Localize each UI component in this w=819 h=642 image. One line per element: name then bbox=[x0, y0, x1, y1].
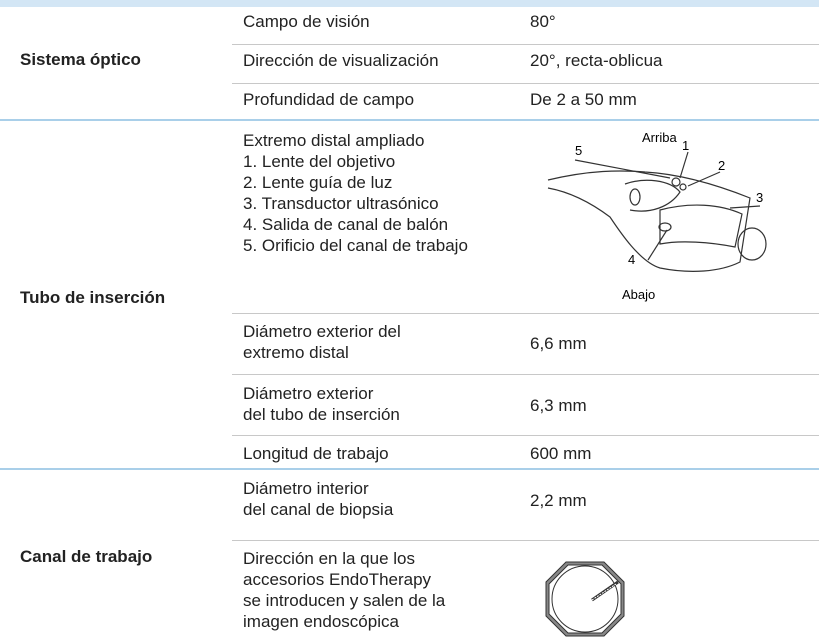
callout: 2 bbox=[718, 158, 725, 173]
value: 6,6 mm bbox=[530, 334, 587, 353]
row-line bbox=[232, 44, 819, 45]
parameter: Profundidad de campo bbox=[243, 90, 415, 109]
parameter: Dirección de visualización bbox=[243, 51, 439, 70]
parameter: Diámetro exterior del tubo de inserción bbox=[243, 384, 400, 424]
top-band bbox=[0, 0, 819, 7]
parameter: Longitud de trabajo bbox=[243, 444, 389, 463]
value: 20°, recta-oblicua bbox=[530, 51, 663, 70]
endoscopic-image-figure bbox=[545, 561, 625, 637]
parameter: Campo de visión bbox=[243, 12, 370, 31]
group-label: Canal de trabajo bbox=[20, 547, 153, 566]
parameter: Dirección en la que los accesorios EndoT… bbox=[243, 549, 446, 631]
item: 4. Salida de canal de balón bbox=[243, 215, 449, 234]
value: 600 mm bbox=[530, 444, 592, 463]
item: 2. Lente guía de luz bbox=[243, 173, 393, 192]
parameter: Extremo distal ampliado bbox=[243, 131, 425, 150]
callout: 5 bbox=[575, 143, 582, 158]
row-line bbox=[232, 313, 819, 314]
group-line bbox=[0, 468, 819, 470]
item-list: 1. Lente del objetivo 2. Lente guía de l… bbox=[243, 151, 483, 256]
group-line bbox=[0, 119, 819, 121]
value: 6,3 mm bbox=[530, 396, 587, 415]
value: 2,2 mm bbox=[530, 491, 587, 510]
callout: 4 bbox=[628, 252, 635, 267]
value: De 2 a 50 mm bbox=[530, 90, 637, 109]
row-line bbox=[232, 83, 819, 84]
group-label: Tubo de inserción bbox=[20, 288, 166, 307]
row-line bbox=[232, 435, 819, 436]
value: 80° bbox=[530, 12, 556, 31]
item: 5. Orificio del canal de trabajo bbox=[243, 236, 468, 255]
callout: 3 bbox=[756, 190, 763, 205]
parameter: Diámetro interior del canal de biopsia bbox=[243, 479, 394, 519]
callout: 1 bbox=[682, 138, 689, 153]
item: 1. Lente del objetivo bbox=[243, 152, 396, 171]
group-label: Sistema óptico bbox=[20, 50, 141, 69]
distal-end-figure: Arriba 1 2 3 4 5 Abajo bbox=[547, 130, 767, 302]
figure-label: Abajo bbox=[622, 287, 655, 302]
row-line bbox=[232, 540, 819, 541]
parameter: Diámetro exterior del extremo distal bbox=[243, 322, 401, 362]
row-line bbox=[232, 374, 819, 375]
figure-label: Arriba bbox=[642, 130, 677, 145]
item: 3. Transductor ultrasónico bbox=[243, 194, 439, 213]
